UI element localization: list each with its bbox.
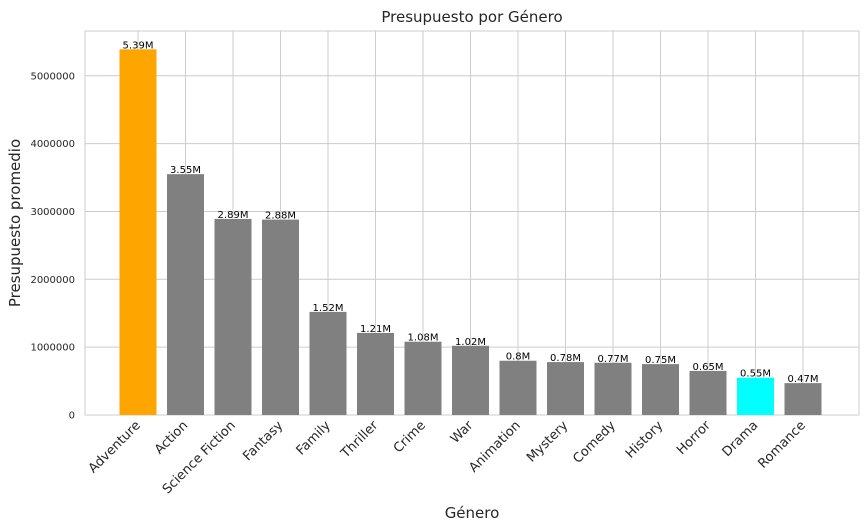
bar-value-label: 2.88M [265, 211, 296, 222]
bar-action [167, 174, 204, 415]
y-tick-label: 1000000 [30, 343, 75, 354]
x-tick-label: Action [152, 418, 191, 457]
data-labels: 5.39M 3.55M 2.89M 2.88M 1.52M 1.21M 1.08M 1.02M… [123, 40, 819, 385]
bar-war [452, 345, 489, 415]
bar-thriller [357, 332, 394, 415]
y-tick-label: 2000000 [30, 275, 75, 286]
bar-value-label: 2.89M [218, 210, 249, 221]
bar-history [642, 364, 679, 415]
x-tick-label: War [448, 418, 477, 447]
x-tick-label: Thriller [338, 418, 382, 462]
x-tick-label: History [623, 418, 667, 462]
x-tick-label: Romance [755, 418, 808, 471]
bar-value-label: 1.08M [408, 333, 439, 344]
bar-value-label: 1.52M [313, 303, 344, 314]
x-tick-label: Family [294, 418, 334, 458]
y-axis-label: Presupuesto promedio [6, 139, 24, 307]
bar-value-label: 0.78M [550, 353, 581, 364]
bar-crime [404, 341, 442, 415]
bars [119, 49, 822, 415]
bar-value-label: 5.39M [123, 40, 154, 51]
bar-value-label: 0.75M [645, 355, 676, 366]
y-tick-label: 3000000 [30, 207, 75, 218]
x-tick-label: Horror [674, 418, 714, 458]
x-tick-label: Animation [466, 418, 523, 475]
bar-animation [499, 360, 537, 415]
bar-value-label: 3.55M [170, 165, 201, 176]
bar-family [309, 311, 347, 415]
bar-adventure [119, 49, 157, 415]
y-axis-ticks: 0 1000000 2000000 3000000 4000000 5000000 [30, 71, 75, 421]
x-tick-label: Mystery [524, 418, 571, 465]
x-axis-label: Género [445, 504, 500, 522]
bar-value-label: 0.77M [598, 354, 629, 365]
y-tick-label: 0 [69, 411, 75, 422]
bar-comedy [594, 362, 632, 415]
bar-mystery [547, 362, 584, 415]
bar-fantasy [262, 219, 299, 415]
y-tick-label: 5000000 [30, 71, 75, 82]
x-tick-label: Crime [391, 418, 429, 456]
bar-value-label: 1.21M [360, 324, 391, 335]
bar-value-label: 0.65M [693, 362, 724, 373]
x-tick-label: Fantasy [240, 418, 286, 464]
x-tick-label: Adventure [86, 418, 144, 476]
bar-romance [784, 383, 822, 415]
bar-value-label: 0.8M [506, 352, 531, 363]
bar-drama [737, 377, 774, 415]
bar-value-label: 0.47M [788, 374, 819, 385]
x-tick-label: Comedy [570, 418, 619, 467]
bar-science-fiction [214, 218, 252, 415]
chart-title: Presupuesto por Género [381, 8, 562, 26]
bar-horror [689, 370, 727, 415]
y-tick-label: 4000000 [30, 139, 75, 150]
bar-value-label: 0.55M [740, 369, 771, 380]
bar-value-label: 1.02M [455, 337, 486, 348]
x-tick-label: Drama [720, 418, 762, 460]
